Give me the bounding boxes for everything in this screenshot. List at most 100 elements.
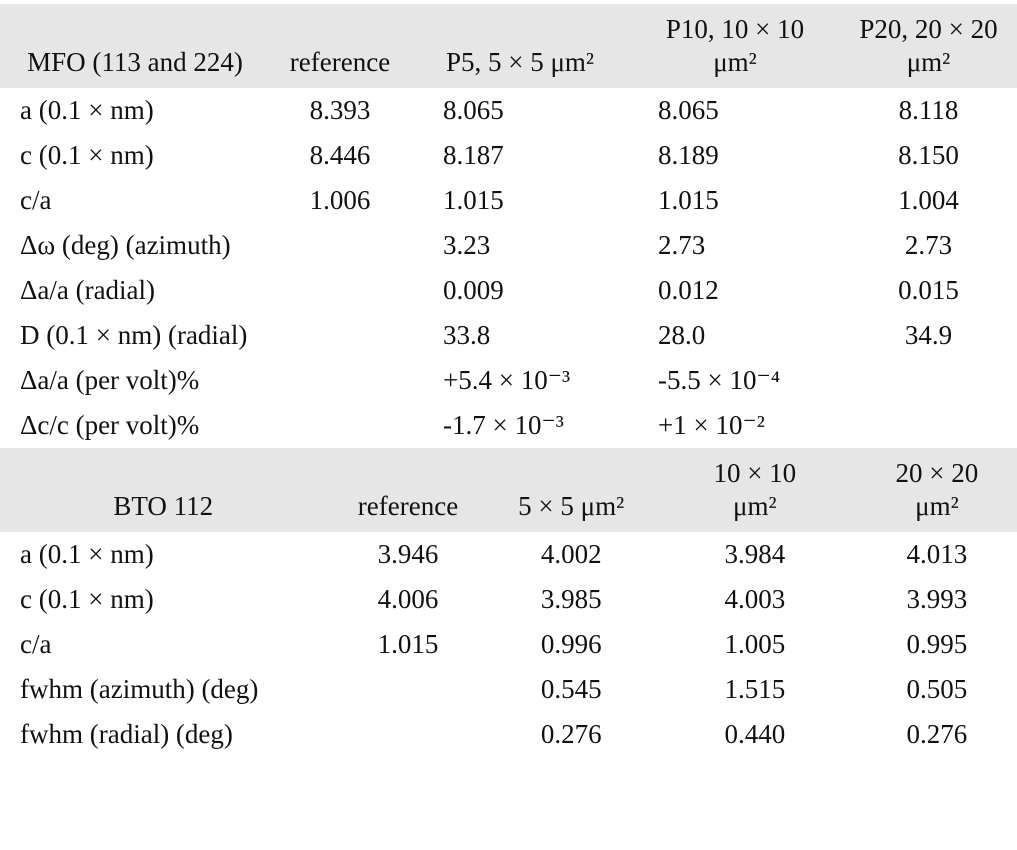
value-cell: 8.189 bbox=[630, 133, 840, 178]
value-text: 8.187 bbox=[443, 140, 504, 170]
value-text: 8.065 bbox=[658, 95, 719, 125]
value-cell: 2.73 bbox=[630, 223, 840, 268]
header-text: 20 × 20 μm² bbox=[895, 458, 979, 521]
value-text: 2.73 bbox=[658, 230, 706, 260]
value-cell: 0.276 bbox=[490, 712, 653, 757]
header-text: MFO (113 and 224) bbox=[27, 47, 243, 77]
value-text: 8.150 bbox=[898, 140, 959, 170]
value-cell: 0.505 bbox=[857, 667, 1017, 712]
value-text: 4.002 bbox=[540, 539, 602, 569]
value-cell: 1.004 bbox=[840, 178, 1017, 223]
table-row: Δc/c (per volt)% -1.7 × 10⁻³ +1 × 10⁻² bbox=[0, 403, 1017, 448]
value-cell: 0.996 bbox=[490, 622, 653, 667]
value-cell: 4.003 bbox=[653, 577, 857, 622]
label-text: Δc/c (per volt)% bbox=[20, 410, 200, 440]
label-text: a (0.1 × nm) bbox=[20, 95, 154, 125]
value-cell: 2.73 bbox=[840, 223, 1017, 268]
value-cell: -1.7 × 10⁻³ bbox=[410, 403, 630, 448]
data-table: BTO 112 reference 5 × 5 μm² 10 × 10 μm² 20 ×… bbox=[0, 448, 1017, 757]
value-cell: 3.993 bbox=[857, 577, 1017, 622]
value-text: -5.5 × 10⁻⁴ bbox=[658, 365, 781, 395]
table-row: a (0.1 × nm) 8.393 8.065 8.065 8.118 bbox=[0, 88, 1017, 133]
label-text: c (0.1 × nm) bbox=[20, 584, 154, 614]
value-text: 0.545 bbox=[540, 674, 602, 704]
header-cell: P5, 5 × 5 μm² bbox=[410, 4, 630, 88]
value-text: 1.015 bbox=[443, 185, 504, 215]
value-cell: 8.187 bbox=[410, 133, 630, 178]
header-cell: reference bbox=[270, 4, 410, 88]
tables: MFO (113 and 224) reference P5, 5 × 5 μm² P… bbox=[0, 4, 1017, 757]
data-table: MFO (113 and 224) reference P5, 5 × 5 μm² P… bbox=[0, 4, 1017, 448]
value-text: 4.003 bbox=[724, 584, 786, 614]
header-cell: 20 × 20 μm² bbox=[856, 448, 1017, 532]
value-cell: 1.515 bbox=[653, 667, 857, 712]
value-text: 4.013 bbox=[906, 539, 968, 569]
label-text: a (0.1 × nm) bbox=[20, 539, 154, 569]
value-cell: 33.8 bbox=[410, 313, 630, 358]
value-cell bbox=[270, 268, 410, 313]
value-cell: 0.009 bbox=[410, 268, 630, 313]
value-text: 8.189 bbox=[658, 140, 719, 170]
table-row: a (0.1 × nm) 3.946 4.002 3.984 4.013 bbox=[0, 532, 1017, 577]
header-cell: BTO 112 bbox=[0, 448, 327, 532]
label-text: D (0.1 × nm) (radial) bbox=[20, 320, 248, 350]
header-text: reference bbox=[289, 47, 391, 77]
table-row: c/a 1.006 1.015 1.015 1.004 bbox=[0, 178, 1017, 223]
value-cell: 3.946 bbox=[326, 532, 489, 577]
header-text: P5, 5 × 5 μm² bbox=[445, 47, 595, 77]
value-text: +5.4 × 10⁻³ bbox=[443, 365, 571, 395]
value-cell bbox=[840, 403, 1017, 448]
value-cell bbox=[326, 712, 489, 757]
value-cell: 3.23 bbox=[410, 223, 630, 268]
value-text: 0.995 bbox=[906, 629, 968, 659]
header-text: BTO 112 bbox=[113, 491, 214, 521]
label-text: c/a bbox=[20, 629, 52, 659]
table-row: Δa/a (radial) 0.009 0.012 0.015 bbox=[0, 268, 1017, 313]
value-text: 8.065 bbox=[443, 95, 504, 125]
value-text: 8.393 bbox=[309, 95, 371, 125]
row-label: fwhm (azimuth) (deg) bbox=[0, 667, 326, 712]
value-text: 0.015 bbox=[898, 275, 959, 305]
value-cell: 8.446 bbox=[270, 133, 410, 178]
header-text: 5 × 5 μm² bbox=[518, 491, 625, 521]
value-cell: 1.015 bbox=[410, 178, 630, 223]
table-header: MFO (113 and 224) reference P5, 5 × 5 μm² P… bbox=[0, 4, 1017, 88]
value-cell: 8.118 bbox=[840, 88, 1017, 133]
value-cell bbox=[270, 223, 410, 268]
value-cell bbox=[270, 313, 410, 358]
value-text: -1.7 × 10⁻³ bbox=[443, 410, 564, 440]
value-text: 1.005 bbox=[724, 629, 786, 659]
table-row: c (0.1 × nm) 8.446 8.187 8.189 8.150 bbox=[0, 133, 1017, 178]
table-row: c/a 1.015 0.996 1.005 0.995 bbox=[0, 622, 1017, 667]
header-text: P10, 10 × 10 μm² bbox=[665, 14, 805, 77]
value-text: 0.996 bbox=[540, 629, 602, 659]
value-cell: 0.276 bbox=[857, 712, 1017, 757]
label-text: c/a bbox=[20, 185, 52, 215]
value-cell: 1.006 bbox=[270, 178, 410, 223]
value-cell: 8.150 bbox=[840, 133, 1017, 178]
table-row: c (0.1 × nm) 4.006 3.985 4.003 3.993 bbox=[0, 577, 1017, 622]
value-cell: 28.0 bbox=[630, 313, 840, 358]
value-cell: 8.393 bbox=[270, 88, 410, 133]
header-text: P20, 20 × 20 μm² bbox=[859, 14, 998, 77]
header-cell: P10, 10 × 10 μm² bbox=[630, 4, 840, 88]
row-label: Δa/a (radial) bbox=[0, 268, 270, 313]
value-cell: 1.015 bbox=[326, 622, 489, 667]
label-text: c (0.1 × nm) bbox=[20, 140, 154, 170]
value-cell bbox=[270, 358, 410, 403]
value-cell: -5.5 × 10⁻⁴ bbox=[630, 358, 840, 403]
value-text: 2.73 bbox=[904, 230, 953, 260]
value-text: 0.276 bbox=[906, 719, 968, 749]
value-cell: 0.995 bbox=[857, 622, 1017, 667]
header-text: 10 × 10 μm² bbox=[713, 458, 797, 521]
value-text: 1.515 bbox=[724, 674, 786, 704]
value-text: 8.118 bbox=[898, 95, 959, 125]
value-text: +1 × 10⁻² bbox=[658, 410, 765, 440]
value-cell bbox=[840, 358, 1017, 403]
header-cell: P20, 20 × 20 μm² bbox=[840, 4, 1017, 88]
label-text: fwhm (radial) (deg) bbox=[20, 719, 233, 749]
value-cell: 0.440 bbox=[653, 712, 857, 757]
value-text: 4.006 bbox=[377, 584, 439, 614]
row-label: Δc/c (per volt)% bbox=[0, 403, 270, 448]
